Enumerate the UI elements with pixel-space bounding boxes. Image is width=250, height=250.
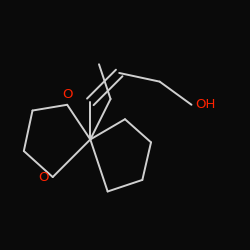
Text: O: O xyxy=(62,88,72,101)
Text: OH: OH xyxy=(195,98,215,111)
Text: O: O xyxy=(38,170,48,183)
